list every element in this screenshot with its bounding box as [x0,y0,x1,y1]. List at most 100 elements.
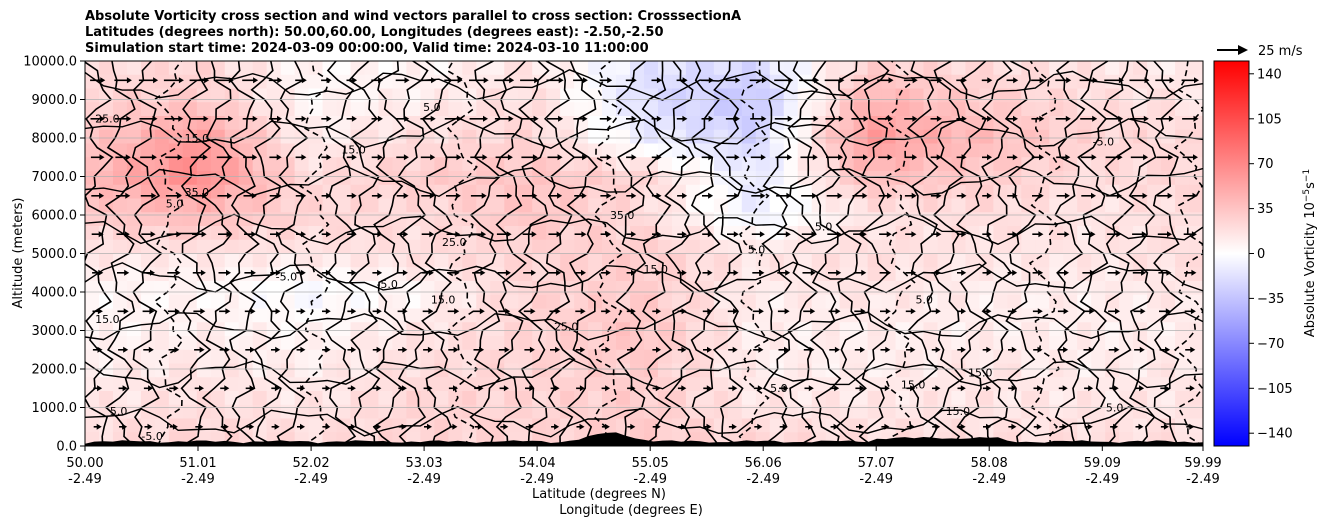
field-cell [308,418,324,433]
wind-vector-head [1063,346,1069,353]
field-cell [308,253,324,268]
contour-label: -5.0 [141,430,162,443]
field-cell [797,404,813,420]
field-cell [811,294,827,310]
field-cell [867,102,883,117]
field-cell [1063,171,1078,186]
field-cell [713,308,729,323]
field-cell [909,322,925,337]
wind-vector-head [100,77,106,84]
field-cell [965,363,980,378]
field-cell [434,391,449,406]
wind-vector-head [199,346,205,353]
wind-vector-head [758,308,764,315]
field-cell [434,336,449,351]
field-cell [364,322,380,337]
field-cell [657,198,673,213]
wind-vector-head [605,385,611,392]
field-cell [1063,129,1078,145]
wind-vector-head [275,346,281,353]
field-cell [1077,253,1092,268]
field-cell [308,377,324,392]
field-cell [937,294,953,310]
field-cell [168,157,184,172]
field-cell [1105,336,1120,351]
field-cell [168,253,184,268]
field-cell [616,171,631,186]
field-cell [671,322,687,337]
wind-vector-head [1092,115,1098,122]
field-cell [853,129,869,145]
field-cell [560,336,575,351]
terrain-profile [85,432,1203,446]
field-cell [532,226,547,241]
wind-vector-head [1039,154,1044,161]
wind-vector-head [253,77,259,84]
field-cell [406,212,421,227]
field-cell [1105,212,1120,227]
field-cell [532,198,547,213]
field-cell [322,74,338,90]
field-cell [867,198,883,213]
field-cell [546,171,561,186]
wind-vector-head [706,385,712,392]
field-cell [98,308,114,323]
field-cell [699,74,715,90]
field-cell [1161,336,1176,351]
field-cell [1049,129,1064,145]
field-cell [252,377,268,392]
field-cell [364,157,380,172]
field-cell [1077,143,1092,158]
field-cell [1175,322,1190,337]
wind-key-label: 25 m/s [1258,44,1303,59]
wind-vector-head [681,346,687,353]
wind-vector-head [249,385,255,392]
field-cell [1049,61,1064,76]
field-cell [1049,198,1064,213]
field-cell [154,308,170,323]
wind-vector-head [377,115,383,122]
wind-vector-head [228,77,234,84]
wind-vector-head [960,346,966,353]
wind-vector-head [504,346,510,353]
field-cell [322,157,338,172]
field-cell [350,74,366,90]
wind-vector-head [224,385,230,392]
field-cell [294,61,310,76]
field-cell [923,88,939,103]
x-tick-label-latitude: 53.03 [405,456,442,471]
wind-vector-head [557,192,563,199]
field-cell [392,336,408,351]
wind-vector-head [1036,423,1042,430]
wind-vector-head [706,423,712,430]
field-cell [1147,102,1162,117]
field-cell [574,198,589,213]
field-cell [1105,157,1120,172]
field-cell [196,294,212,310]
field-cell [1077,74,1092,90]
field-cell [378,253,394,268]
wind-vector-head [508,115,514,122]
wind-vector-head [961,77,967,84]
field-cell [224,418,240,433]
field-cell [839,294,855,310]
field-cell [699,239,715,255]
field-cell [867,61,883,76]
wind-vector-head [401,423,407,430]
field-cell [85,157,100,172]
wind-vector-head [707,308,713,315]
wind-vector-head [1117,154,1123,161]
field-cell [588,129,603,145]
wind-vector-head [176,192,182,199]
colorbar-tick-label: 70 [1257,157,1274,172]
field-cell [448,198,463,213]
field-cell [210,294,226,310]
wind-vector-head [911,269,917,276]
wind-vector-head [838,154,844,161]
field-cell [657,212,673,227]
field-cell [322,377,338,392]
field-cell [895,226,911,241]
wind-vector-head [579,385,585,392]
field-cell [1161,61,1176,76]
field-cell [448,418,463,433]
